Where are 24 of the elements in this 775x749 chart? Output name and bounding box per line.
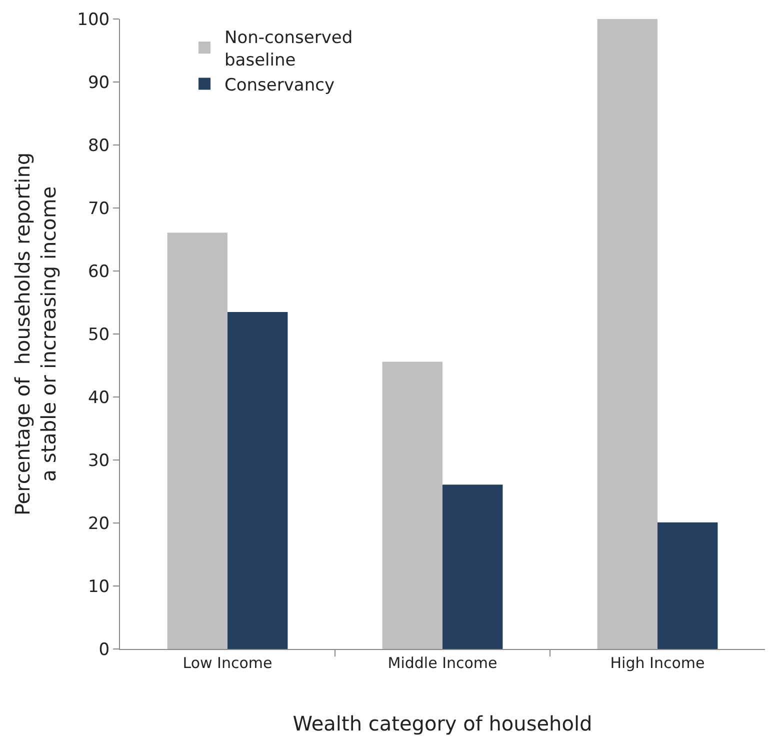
x-tick-label: Middle Income [388,654,498,672]
y-tick-label: 80 [88,136,110,156]
x-axis-title: Wealth category of household [292,712,592,736]
bar [228,312,288,649]
legend-label: Conservancy [224,75,335,96]
bar [597,19,658,649]
bar [167,232,228,649]
y-tick-label: 70 [88,198,110,219]
x-tick-label: High Income [610,654,705,672]
bar [382,362,442,649]
y-tick-label: 100 [77,10,110,30]
y-tick-label: 50 [88,324,110,345]
bar [442,484,503,649]
bar [658,522,718,649]
y-tick-label: 20 [88,514,110,534]
y-tick-label: 40 [88,388,110,408]
y-tick-label: 90 [88,72,110,93]
y-tick-label: 30 [88,450,110,471]
y-tick-label: 60 [88,262,110,282]
y-tick-label: 10 [88,576,110,597]
legend-label: Non-conserved baseline [224,28,353,70]
y-tick-label: 0 [98,640,110,660]
y-axis-title: Percentage of households reporting a stable or increasing income [10,152,61,516]
x-tick-label: Low Income [182,654,272,672]
